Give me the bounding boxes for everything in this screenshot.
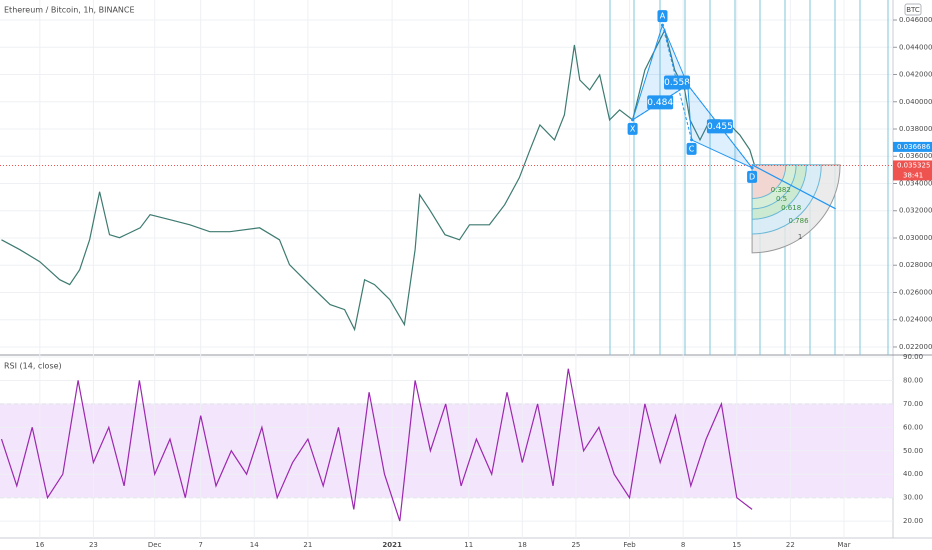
- pattern-point: [750, 166, 754, 170]
- x-tick-label: 7: [198, 541, 202, 549]
- marker-price-box: [893, 141, 932, 152]
- x-tick-label: 16: [35, 541, 44, 549]
- x-tick-label: 8: [681, 541, 685, 549]
- x-tick-label: 14: [250, 541, 259, 549]
- symbol-title: Ethereum / Bitcoin, 1h, BINANCE: [4, 6, 135, 15]
- x-tick-label: Mar: [837, 541, 850, 549]
- y-tick-label: 0.024000: [899, 316, 932, 324]
- fib-label: 0.382: [771, 186, 791, 194]
- marker-price-label: 0.036686: [897, 143, 931, 151]
- y-tick-label: 0.022000: [899, 343, 932, 351]
- x-tick-label: 18: [518, 541, 527, 549]
- fib-arrow: [751, 164, 836, 210]
- y-tick-label: 30.00: [903, 494, 923, 502]
- series-line: [0, 368, 753, 522]
- x-tick-label: 25: [571, 541, 580, 549]
- y-tick-label: 0.028000: [899, 261, 932, 269]
- rsi-title: RSI (14, close): [4, 362, 62, 371]
- last-price-label: 0.035325: [897, 161, 930, 169]
- y-tick-label: 0.044000: [899, 43, 932, 51]
- ratio-label: 0.484: [647, 98, 673, 108]
- point-box: [657, 10, 668, 23]
- pattern-point: [660, 23, 664, 27]
- ratio-label: 0.558: [664, 78, 690, 88]
- point-box: [686, 142, 697, 155]
- point-box: [747, 170, 758, 183]
- x-tick-label: 2021: [382, 541, 402, 549]
- fib-label: 1: [798, 233, 802, 241]
- y-tick-label: 60.00: [903, 423, 923, 431]
- fib-label: 0.786: [788, 217, 809, 225]
- ratio-box: [706, 119, 733, 134]
- pattern-point: [631, 118, 635, 122]
- currency-box[interactable]: [904, 3, 922, 16]
- pattern-point: [690, 138, 694, 142]
- x-tick-label: 11: [464, 541, 473, 549]
- x-tick-label: Feb: [623, 541, 636, 549]
- fib-label: 0.5: [776, 195, 787, 203]
- x-tick-label: 21: [303, 541, 312, 549]
- y-tick-label: 0.030000: [899, 234, 932, 242]
- point-label: A: [660, 12, 666, 21]
- y-tick-label: 40.00: [903, 470, 923, 478]
- y-tick-label: 0.038000: [899, 125, 932, 133]
- y-tick-label: 50.00: [903, 447, 923, 455]
- y-tick-label: 0.042000: [899, 71, 932, 79]
- y-tick-label: 80.00: [903, 376, 923, 384]
- ratio-box: [664, 75, 691, 90]
- x-tick-label: 23: [89, 541, 98, 549]
- fib-arc: [751, 164, 787, 199]
- point-label: C: [689, 144, 695, 153]
- series-line: [1, 28, 755, 332]
- y-tick-label: 0.040000: [899, 98, 932, 106]
- x-tick-label: 15: [732, 541, 741, 549]
- pattern-point: [686, 83, 690, 87]
- y-tick-label: 70.00: [903, 400, 923, 408]
- ratio-label: 0.455: [707, 122, 733, 132]
- y-tick-label: 0.026000: [899, 288, 932, 296]
- point-label: X: [630, 124, 636, 133]
- y-tick-label: 0.046000: [899, 16, 932, 24]
- x-tick-label: Dec: [148, 541, 162, 549]
- point-label: D: [749, 172, 755, 181]
- currency: BTC: [906, 6, 920, 14]
- y-tick-label: 0.034000: [899, 179, 932, 187]
- x-tick-label: 22: [786, 541, 795, 549]
- y-tick-label: 0.032000: [899, 207, 932, 215]
- y-tick-label: 90.00: [903, 353, 923, 361]
- ratio-box: [647, 95, 674, 110]
- y-tick-label: 0.036000: [899, 152, 932, 160]
- point-box: [627, 122, 638, 135]
- fib-label: 0.618: [781, 204, 801, 212]
- last-price-box: [893, 160, 932, 181]
- countdown: 38:41: [903, 171, 923, 179]
- y-tick-label: 20.00: [903, 517, 923, 525]
